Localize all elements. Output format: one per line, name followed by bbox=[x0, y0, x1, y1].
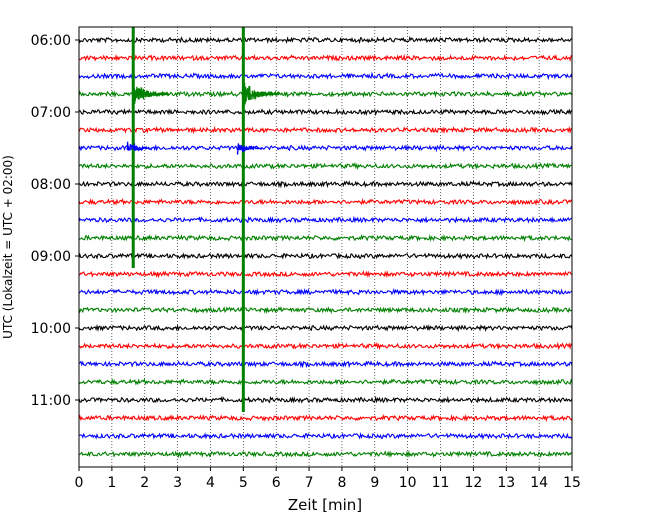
seismogram-trace bbox=[78, 197, 573, 206]
y-tick-label: 08:00 bbox=[31, 177, 71, 193]
seismogram-trace bbox=[78, 377, 573, 386]
vertical-grid bbox=[111, 27, 540, 467]
seismogram-trace bbox=[78, 144, 573, 153]
seismogram-trace bbox=[78, 233, 573, 243]
x-tick-label: 1 bbox=[107, 475, 116, 491]
y-axis: 06:00 07:00 08:00 09:00 10:00 11:00 bbox=[31, 33, 79, 409]
x-tick-label: 11 bbox=[432, 475, 450, 491]
seismogram-trace bbox=[78, 161, 572, 171]
x-tick-label: 5 bbox=[239, 475, 248, 491]
x-tick-label: 14 bbox=[530, 475, 548, 491]
seismogram-trace bbox=[78, 323, 573, 333]
seismogram-trace bbox=[78, 71, 573, 81]
seismogram-trace bbox=[78, 125, 573, 135]
seismogram-trace bbox=[78, 360, 573, 369]
event-coda bbox=[236, 143, 260, 155]
x-axis-label: Zeit [min] bbox=[288, 496, 362, 514]
x-tick-label: 12 bbox=[464, 475, 482, 491]
seismogram-trace bbox=[78, 215, 573, 224]
seismogram-trace bbox=[78, 306, 573, 315]
seismogram-trace bbox=[78, 341, 573, 351]
x-tick-label: 3 bbox=[173, 475, 182, 491]
x-axis: 0 1 2 3 4 5 6 7 8 9 10 11 12 13 14 15 bbox=[75, 467, 581, 491]
seismogram-trace bbox=[78, 288, 573, 297]
trace-layer bbox=[78, 35, 573, 459]
event-coda bbox=[126, 141, 150, 152]
y-tick-label: 11:00 bbox=[31, 393, 71, 409]
x-tick-label: 10 bbox=[399, 475, 417, 491]
y-tick-label: 10:00 bbox=[31, 321, 71, 337]
seismogram-trace bbox=[78, 413, 573, 423]
seismogram-trace bbox=[78, 395, 573, 404]
x-tick-label: 15 bbox=[563, 475, 581, 491]
x-tick-label: 6 bbox=[272, 475, 281, 491]
x-tick-label: 7 bbox=[305, 475, 314, 491]
event-coda bbox=[242, 82, 280, 106]
seismogram-trace bbox=[78, 35, 573, 45]
seismogram-trace bbox=[78, 180, 573, 189]
x-tick-label: 2 bbox=[140, 475, 149, 491]
x-tick-label: 0 bbox=[75, 475, 84, 491]
x-tick-label: 13 bbox=[497, 475, 515, 491]
event-layer bbox=[126, 27, 280, 412]
seismogram-trace bbox=[78, 431, 573, 440]
y-tick-label: 06:00 bbox=[31, 33, 71, 49]
seismogram-trace bbox=[78, 450, 573, 459]
x-tick-label: 9 bbox=[370, 475, 379, 491]
event-coda bbox=[132, 81, 170, 104]
x-tick-label: 8 bbox=[337, 475, 346, 491]
seismogram-trace bbox=[78, 53, 573, 62]
y-tick-label: 09:00 bbox=[31, 249, 71, 265]
y-axis-label: UTC (Lokalzeit = UTC + 02:00) bbox=[1, 155, 15, 339]
x-tick-label: 4 bbox=[206, 475, 215, 491]
plot-frame bbox=[78, 26, 573, 468]
seismogram-trace bbox=[78, 107, 572, 117]
seismogram-trace bbox=[78, 270, 573, 279]
seismogram-trace bbox=[78, 251, 573, 260]
y-tick-label: 07:00 bbox=[31, 105, 71, 121]
